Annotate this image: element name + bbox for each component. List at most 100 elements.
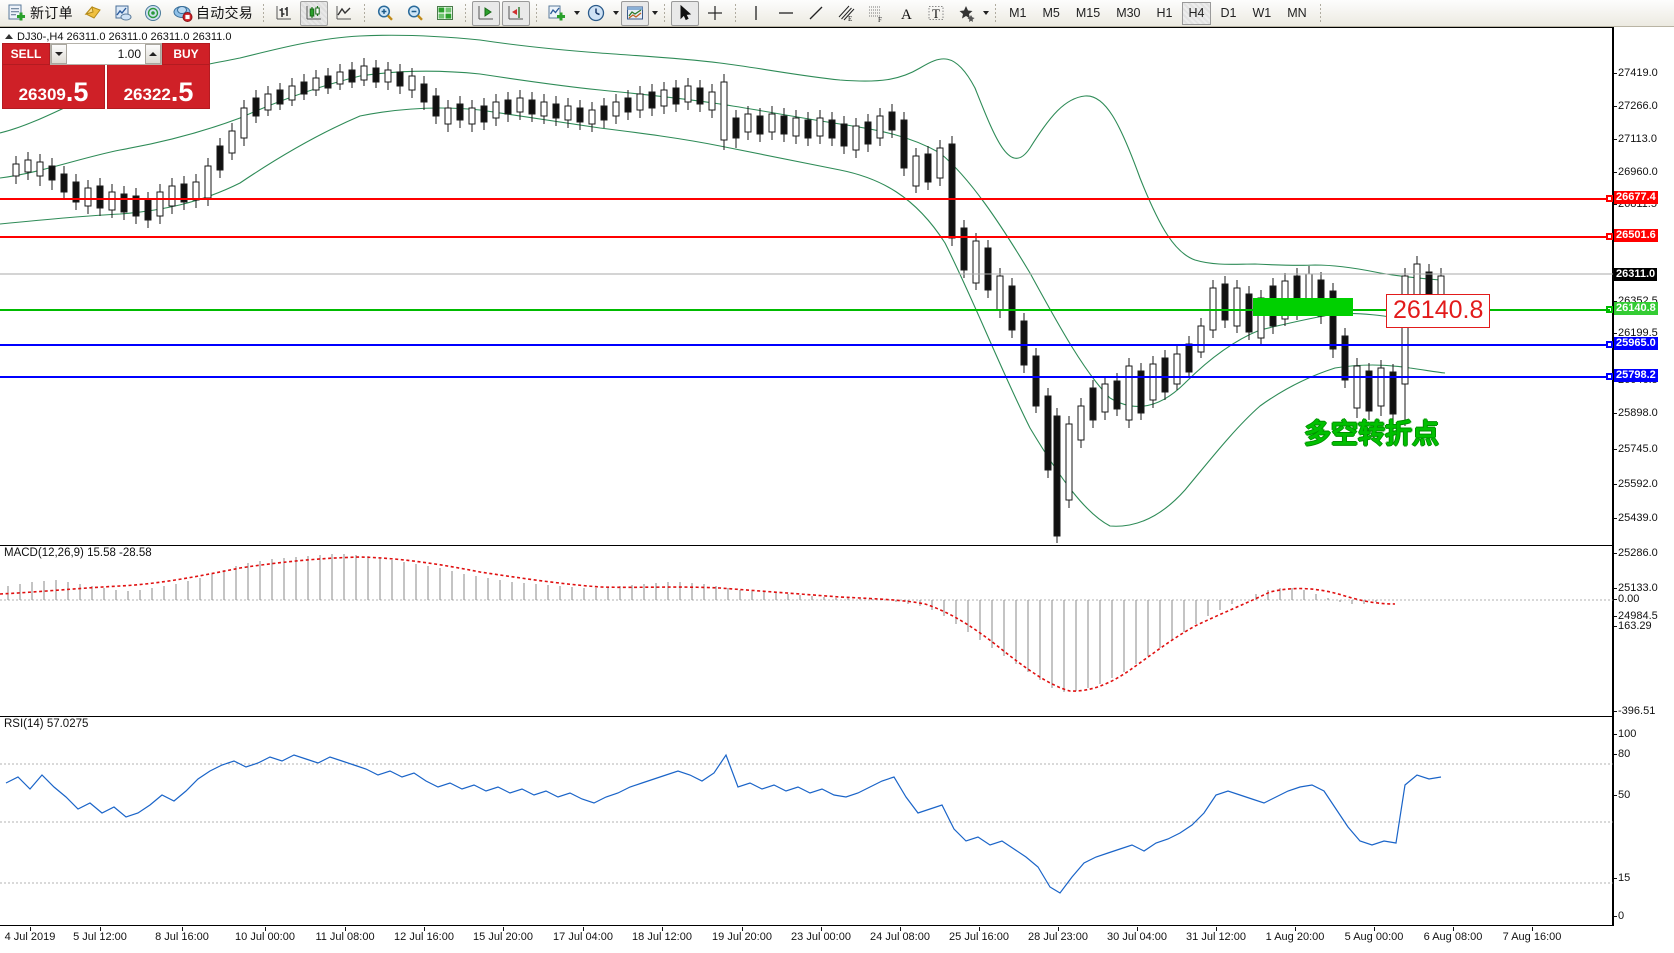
- sell-button[interactable]: SELL: [2, 43, 50, 65]
- text-label-tool-button[interactable]: T: [922, 1, 950, 26]
- shapes-dropdown-arrow[interactable]: [981, 4, 990, 22]
- support-line-blue-2-anchor[interactable]: [1606, 373, 1613, 380]
- navigator-button[interactable]: [139, 1, 167, 26]
- time-tick: 12 Jul 16:00: [394, 931, 454, 943]
- trendline-tool-button[interactable]: [802, 1, 830, 26]
- level-label-support-blue-1[interactable]: 25965.0: [1614, 337, 1658, 350]
- timeframe-h1[interactable]: H1: [1156, 5, 1173, 20]
- autotrading-label: 自动交易: [195, 5, 254, 21]
- chevron-down-icon: [55, 52, 63, 56]
- zoom-out-button[interactable]: [401, 1, 429, 26]
- text-tool-button[interactable]: A: [892, 1, 920, 26]
- timeframe-m15[interactable]: M15: [1075, 5, 1101, 20]
- expert-advisors-button[interactable]: [79, 1, 107, 26]
- resistance-line-2-anchor[interactable]: [1606, 233, 1613, 240]
- rsi-tick: 50: [1613, 789, 1631, 801]
- crosshair-tool-button[interactable]: [701, 1, 729, 26]
- price-pane[interactable]: 26140.8 多空转折点: [0, 27, 1613, 546]
- auto-scroll-button[interactable]: [472, 0, 501, 26]
- timeframe-h4[interactable]: H4: [1181, 1, 1212, 25]
- time-tick: 11 Jul 08:00: [315, 931, 375, 943]
- chart-shift-button[interactable]: [502, 0, 531, 26]
- shapes-tool-button[interactable]: [952, 1, 980, 26]
- level-label-current-price[interactable]: 26311.0: [1614, 268, 1658, 281]
- volume-input[interactable]: 1.00: [67, 44, 145, 64]
- macd-label: MACD(12,26,9) 15.58 -28.58: [4, 547, 152, 559]
- indicators-dropdown-arrow[interactable]: [572, 4, 581, 22]
- rsi-tick: 80: [1613, 748, 1631, 760]
- price-zone-highlight[interactable]: [1253, 298, 1353, 316]
- support-line-blue-1[interactable]: [0, 344, 1613, 346]
- price-callout-box[interactable]: 26140.8: [1386, 294, 1491, 328]
- time-tick: 5 Aug 00:00: [1344, 931, 1404, 943]
- one-click-trading-panel[interactable]: DJ30-,H4 26311.0 26311.0 26311.0 26311.0…: [2, 30, 231, 109]
- toolbar-separator: [995, 3, 997, 23]
- price-tick: 26352.5: [1614, 295, 1658, 307]
- resistance-line-2[interactable]: [0, 236, 1613, 238]
- fibonacci-tool-button[interactable]: F: [862, 1, 890, 26]
- periods-button[interactable]: [582, 1, 610, 26]
- time-tick: 4 Jul 2019: [4, 931, 56, 943]
- svg-text:T: T: [932, 6, 940, 21]
- templates-button[interactable]: [621, 0, 650, 26]
- level-label-support-blue-2[interactable]: 25798.2: [1614, 369, 1658, 382]
- buy-price-display[interactable]: 26322 .5: [107, 65, 210, 109]
- support-line-blue-2[interactable]: [0, 376, 1613, 378]
- support-line-green[interactable]: [0, 309, 1613, 311]
- toolbar-separator: [536, 3, 538, 23]
- level-label-resistance-1[interactable]: 26677.4: [1614, 191, 1658, 204]
- volume-stepper[interactable]: 1.00: [50, 43, 162, 65]
- timeframe-m30[interactable]: M30: [1116, 5, 1141, 20]
- timeframe-m1[interactable]: M1: [1009, 5, 1027, 20]
- price-tick: 25439.0: [1614, 512, 1658, 524]
- chevron-up-icon: [149, 52, 157, 56]
- sell-price-display[interactable]: 26309 .5: [2, 65, 105, 109]
- macd-tick: 0.00: [1613, 593, 1640, 605]
- level-label-support-green[interactable]: 26140.8: [1614, 302, 1658, 315]
- support-line-blue-1-anchor[interactable]: [1606, 341, 1613, 348]
- price-tick: 26960.0: [1614, 166, 1658, 178]
- horizontal-line-tool-button[interactable]: [772, 1, 800, 26]
- time-tick: 1 Aug 20:00: [1265, 931, 1325, 943]
- zoom-in-button[interactable]: [371, 1, 399, 26]
- text-icon: A: [896, 3, 916, 23]
- templates-dropdown-arrow[interactable]: [650, 4, 659, 22]
- indicators-button[interactable]: [543, 1, 571, 26]
- timeframe-w1[interactable]: W1: [1252, 5, 1272, 20]
- resistance-line-1-anchor[interactable]: [1606, 195, 1613, 202]
- tile-windows-button[interactable]: [431, 1, 459, 26]
- bar-chart-button[interactable]: [270, 1, 298, 26]
- vertical-line-tool-button[interactable]: [742, 1, 770, 26]
- templates-icon: [625, 3, 645, 23]
- periods-dropdown-arrow[interactable]: [611, 4, 620, 22]
- line-chart-button[interactable]: [330, 1, 358, 26]
- price-tick: 27419.0: [1614, 67, 1658, 79]
- timeframe-mn[interactable]: MN: [1287, 5, 1307, 20]
- time-axis[interactable]: 4 Jul 2019 5 Jul 12:00 8 Jul 16:00 10 Ju…: [0, 927, 1613, 953]
- price-axis[interactable]: 27419.0 27266.0 27113.0 26960.0 26811.5 …: [1613, 27, 1674, 926]
- rsi-tick: 0: [1613, 910, 1625, 922]
- autotrading-button[interactable]: 自动交易: [169, 1, 257, 26]
- price-tick: 25133.0: [1614, 582, 1658, 594]
- collapse-triangle-icon[interactable]: [5, 34, 13, 39]
- time-tick: 28 Jul 23:00: [1028, 931, 1088, 943]
- equidistant-channel-tool-button[interactable]: E: [832, 1, 860, 26]
- chinese-annotation[interactable]: 多空转折点: [1304, 419, 1439, 450]
- rsi-pane[interactable]: RSI(14) 57.0275: [0, 717, 1613, 926]
- buy-button[interactable]: BUY: [162, 43, 210, 65]
- chart-area[interactable]: 26140.8 多空转折点 MACD(12,26,9) 15.58 -28.58: [0, 27, 1674, 953]
- volume-increase-button[interactable]: [145, 44, 161, 64]
- macd-pane[interactable]: MACD(12,26,9) 15.58 -28.58: [0, 546, 1613, 717]
- volume-decrease-button[interactable]: [51, 44, 67, 64]
- timeframe-d1[interactable]: D1: [1220, 5, 1237, 20]
- resistance-line-1[interactable]: [0, 198, 1613, 200]
- new-order-button[interactable]: 新订单: [3, 1, 77, 26]
- timeframe-m5[interactable]: M5: [1042, 5, 1060, 20]
- time-tick: 7 Aug 16:00: [1502, 931, 1562, 943]
- toolbar-separator: [735, 3, 737, 23]
- level-label-resistance-2[interactable]: 26501.6: [1614, 229, 1658, 242]
- candlestick-chart-button[interactable]: [300, 0, 329, 26]
- trendline-icon: [806, 3, 826, 23]
- data-window-button[interactable]: [109, 1, 137, 26]
- cursor-tool-button[interactable]: [671, 0, 700, 26]
